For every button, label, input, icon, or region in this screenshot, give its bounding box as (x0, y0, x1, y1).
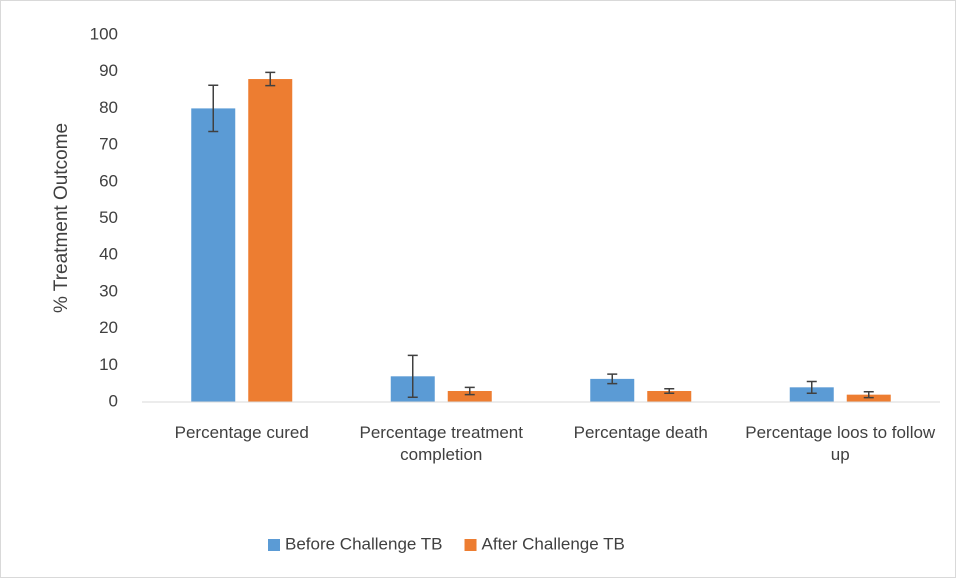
legend-label: Before Challenge TB (285, 534, 443, 553)
bar (191, 108, 236, 403)
bar (789, 387, 834, 402)
x-tick-label: Percentage cured (174, 423, 309, 442)
bar (647, 390, 692, 402)
y-tick-label: 80 (99, 98, 118, 117)
y-tick-label: 60 (99, 171, 118, 190)
x-tick-label: Percentage death (573, 423, 708, 442)
x-tick-label: Percentage treatment completion (359, 423, 523, 464)
y-tick-label: 50 (99, 208, 118, 227)
error-bar (664, 388, 675, 394)
legend-swatch (464, 539, 477, 551)
y-tick-label: 90 (99, 61, 118, 80)
y-tick-label: 100 (90, 24, 118, 43)
y-axis-title: % Treatment Outcome (51, 123, 72, 313)
bar (248, 79, 293, 402)
legend-swatch (268, 539, 280, 551)
bar (590, 378, 635, 402)
y-tick-label: 40 (99, 245, 118, 264)
y-tick-label: 10 (99, 355, 118, 374)
x-tick-label: Percentage loos to follow up (745, 423, 936, 464)
y-tick-label: 70 (99, 135, 118, 154)
y-tick-label: 0 (109, 391, 118, 410)
error-bar (407, 354, 418, 398)
bar (447, 390, 492, 402)
error-bar (265, 71, 276, 87)
y-tick-label: 30 (99, 281, 118, 300)
error-bar (607, 373, 618, 385)
error-bar (208, 84, 219, 133)
legend-label: After Challenge TB (482, 534, 625, 553)
y-tick-label: 20 (99, 318, 118, 337)
error-bar (464, 386, 475, 396)
error-bar (863, 390, 874, 399)
error-bar (806, 380, 817, 394)
